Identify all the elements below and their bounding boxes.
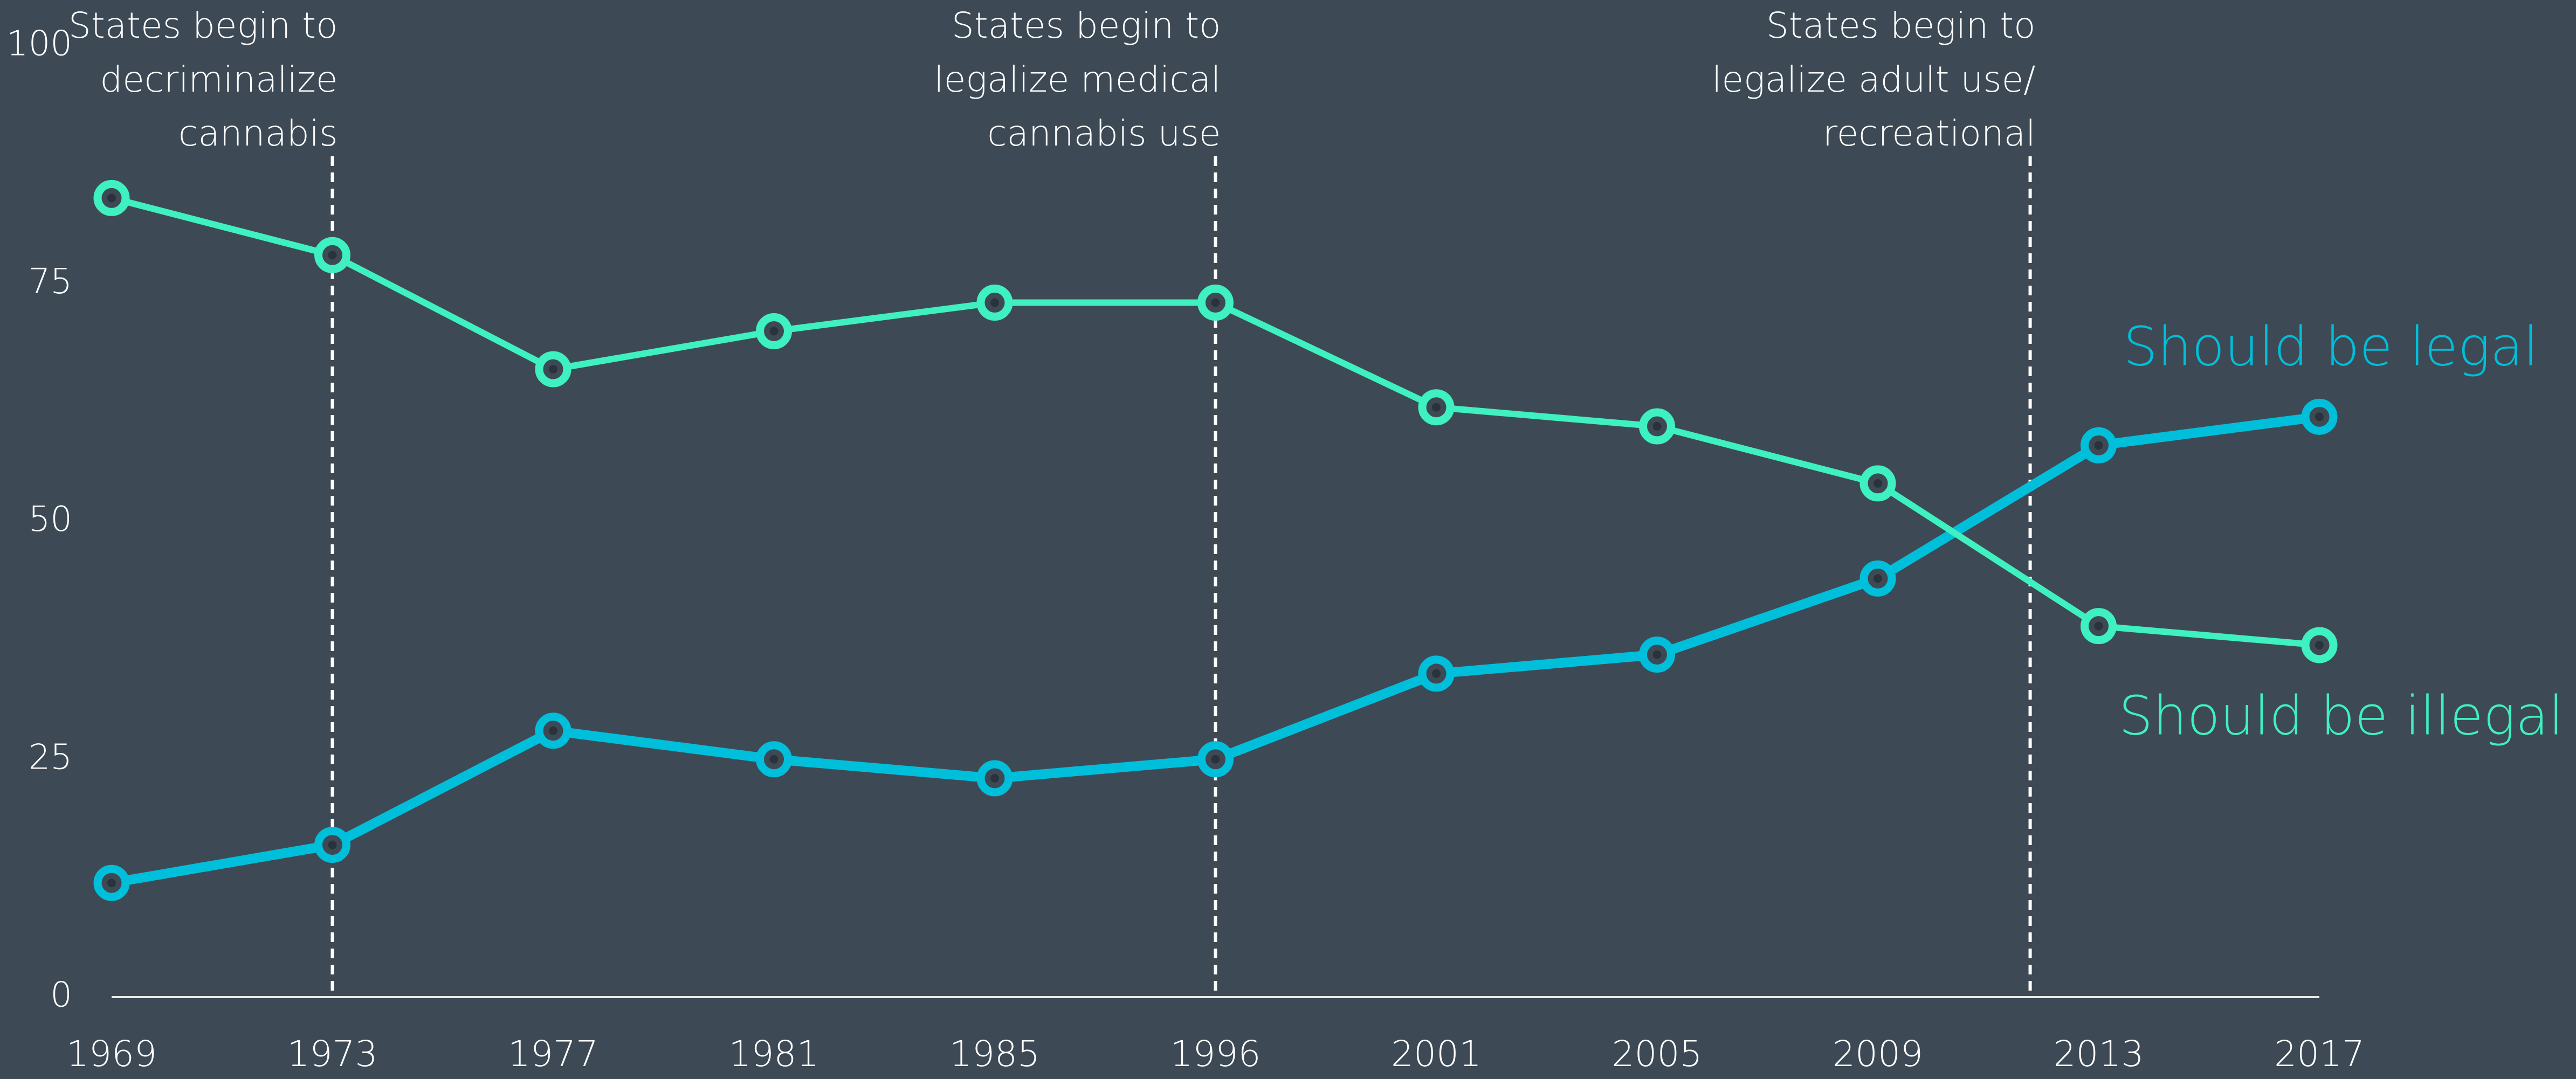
point-dot <box>549 726 557 735</box>
annotation-text: decriminalize <box>100 59 338 100</box>
x-tick-label: 1985 <box>949 1033 1040 1075</box>
point-dot <box>1874 479 1882 488</box>
point-dot <box>1652 650 1662 659</box>
x-tick-label: 2009 <box>1833 1033 1923 1075</box>
point-dot <box>1432 403 1441 412</box>
point-dot <box>107 193 116 203</box>
annotation-text: recreational <box>1823 113 2036 154</box>
annotation-text: States begin to <box>952 5 1221 46</box>
y-tick-label: 100 <box>6 24 72 64</box>
point-dot <box>2094 441 2103 450</box>
series-label: Should be legal <box>2123 315 2538 378</box>
y-tick-label: 75 <box>29 262 72 302</box>
x-tick-label: 1973 <box>287 1033 378 1075</box>
x-tick-label: 1981 <box>729 1033 819 1075</box>
annotation-text: States begin to <box>68 5 338 46</box>
point-dot <box>2315 640 2324 649</box>
point-dot <box>328 840 337 849</box>
x-tick-label: 1969 <box>66 1033 157 1075</box>
point-dot <box>2094 621 2103 631</box>
annotation-text: cannabis <box>178 113 338 154</box>
point-dot <box>769 755 779 764</box>
point-dot <box>107 879 116 888</box>
point-dot <box>1432 669 1441 678</box>
point-dot <box>1211 298 1220 307</box>
point-dot <box>769 327 779 336</box>
annotation-text: States begin to <box>1766 5 2036 46</box>
annotation-text: legalize medical <box>934 59 1221 100</box>
x-tick-label: 2017 <box>2274 1033 2365 1075</box>
x-tick-label: 1977 <box>508 1033 598 1075</box>
point-dot <box>990 298 999 307</box>
x-tick-label: 2001 <box>1391 1033 1482 1075</box>
annotation-text: cannabis use <box>987 113 1221 154</box>
point-dot <box>328 251 337 260</box>
y-tick-label: 50 <box>29 500 72 540</box>
x-tick-label: 1996 <box>1170 1033 1261 1075</box>
annotation-text: legalize adult use/ <box>1712 59 2035 100</box>
x-tick-label: 2005 <box>1612 1033 1703 1075</box>
point-dot <box>1652 422 1662 431</box>
y-tick-label: 0 <box>50 976 72 1015</box>
point-dot <box>990 774 999 783</box>
y-tick-label: 25 <box>29 737 72 777</box>
x-tick-label: 2013 <box>2054 1033 2144 1075</box>
point-dot <box>1211 755 1220 764</box>
point-dot <box>549 365 557 374</box>
point-dot <box>2315 412 2324 421</box>
series-label: Should be illegal <box>2119 684 2564 747</box>
point-dot <box>1874 574 1882 583</box>
